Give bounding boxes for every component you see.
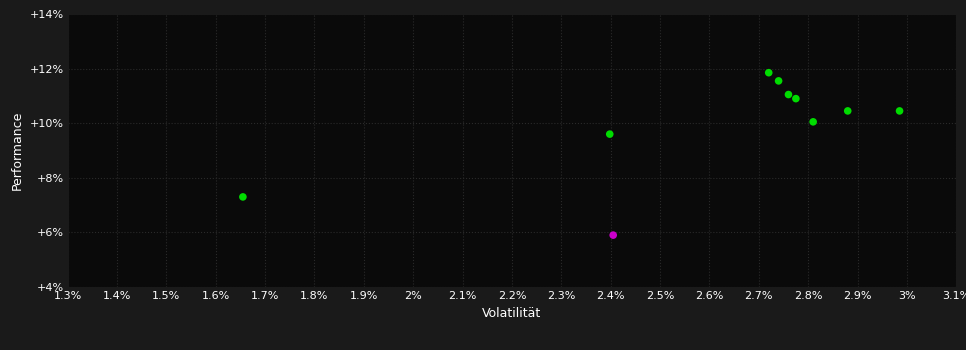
Point — [771, 78, 786, 84]
Point — [840, 108, 856, 114]
Point — [781, 92, 796, 97]
Point — [806, 119, 821, 125]
Point — [892, 108, 907, 114]
Point — [788, 96, 804, 101]
Point — [602, 131, 617, 137]
X-axis label: Volatilität: Volatilität — [482, 307, 542, 320]
Y-axis label: Performance: Performance — [11, 111, 24, 190]
Point — [761, 70, 777, 76]
Point — [606, 232, 621, 238]
Point — [235, 194, 250, 200]
